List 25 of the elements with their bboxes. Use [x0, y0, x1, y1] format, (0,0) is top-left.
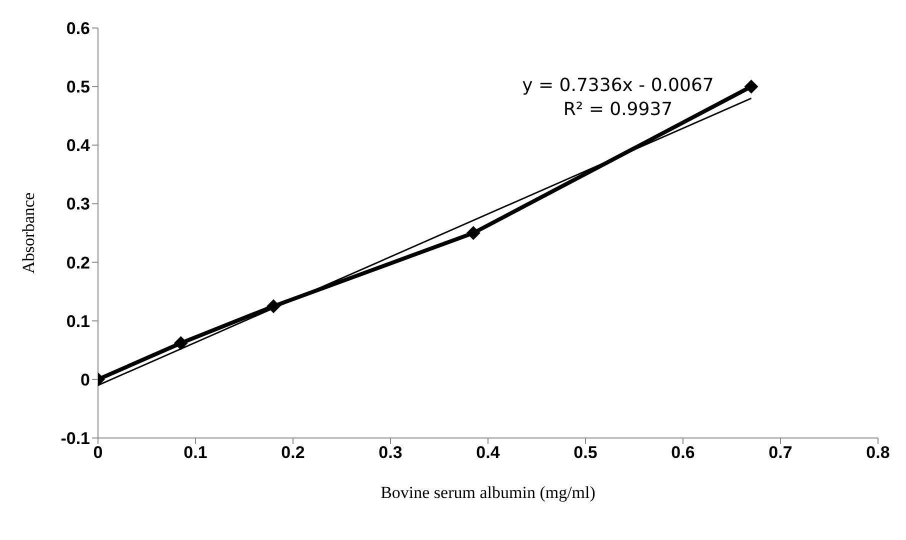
y-tick-label: 0.3: [66, 194, 90, 214]
x-tick-label: 0: [93, 443, 103, 462]
y-axis-title: Absorbance: [19, 192, 38, 274]
x-tick-label: 0.6: [671, 443, 695, 462]
x-tick-label: 0.8: [866, 443, 890, 462]
y-tick-label: 0.4: [66, 136, 91, 156]
point: [466, 226, 480, 240]
point: [266, 299, 280, 314]
point: [744, 80, 758, 94]
y-tick-label: -0.1: [60, 429, 90, 448]
x-tick-label: 0.1: [184, 443, 208, 462]
y-tick-label: 0.1: [66, 312, 90, 331]
y-tick-label: 0.5: [66, 78, 90, 97]
y-tick-label: 0: [80, 370, 90, 390]
x-tick-label: 0.2: [281, 443, 305, 462]
x-tick-label: 0.4: [476, 443, 500, 462]
x-axis-title: Bovine serum albumin (mg/ml): [380, 483, 596, 502]
x-tick-label: 0.5: [574, 443, 598, 462]
annotation: R² = 0.9937: [562, 98, 674, 122]
y-tick-label: 0.6: [66, 19, 90, 38]
x-tick-label: 0.3: [378, 443, 402, 462]
annotation: y = 0.7336x - 0.0067: [521, 74, 715, 98]
x-tick-label: 0.7: [768, 443, 792, 462]
point: [174, 336, 188, 350]
y-tick-label: 0.2: [66, 253, 90, 272]
